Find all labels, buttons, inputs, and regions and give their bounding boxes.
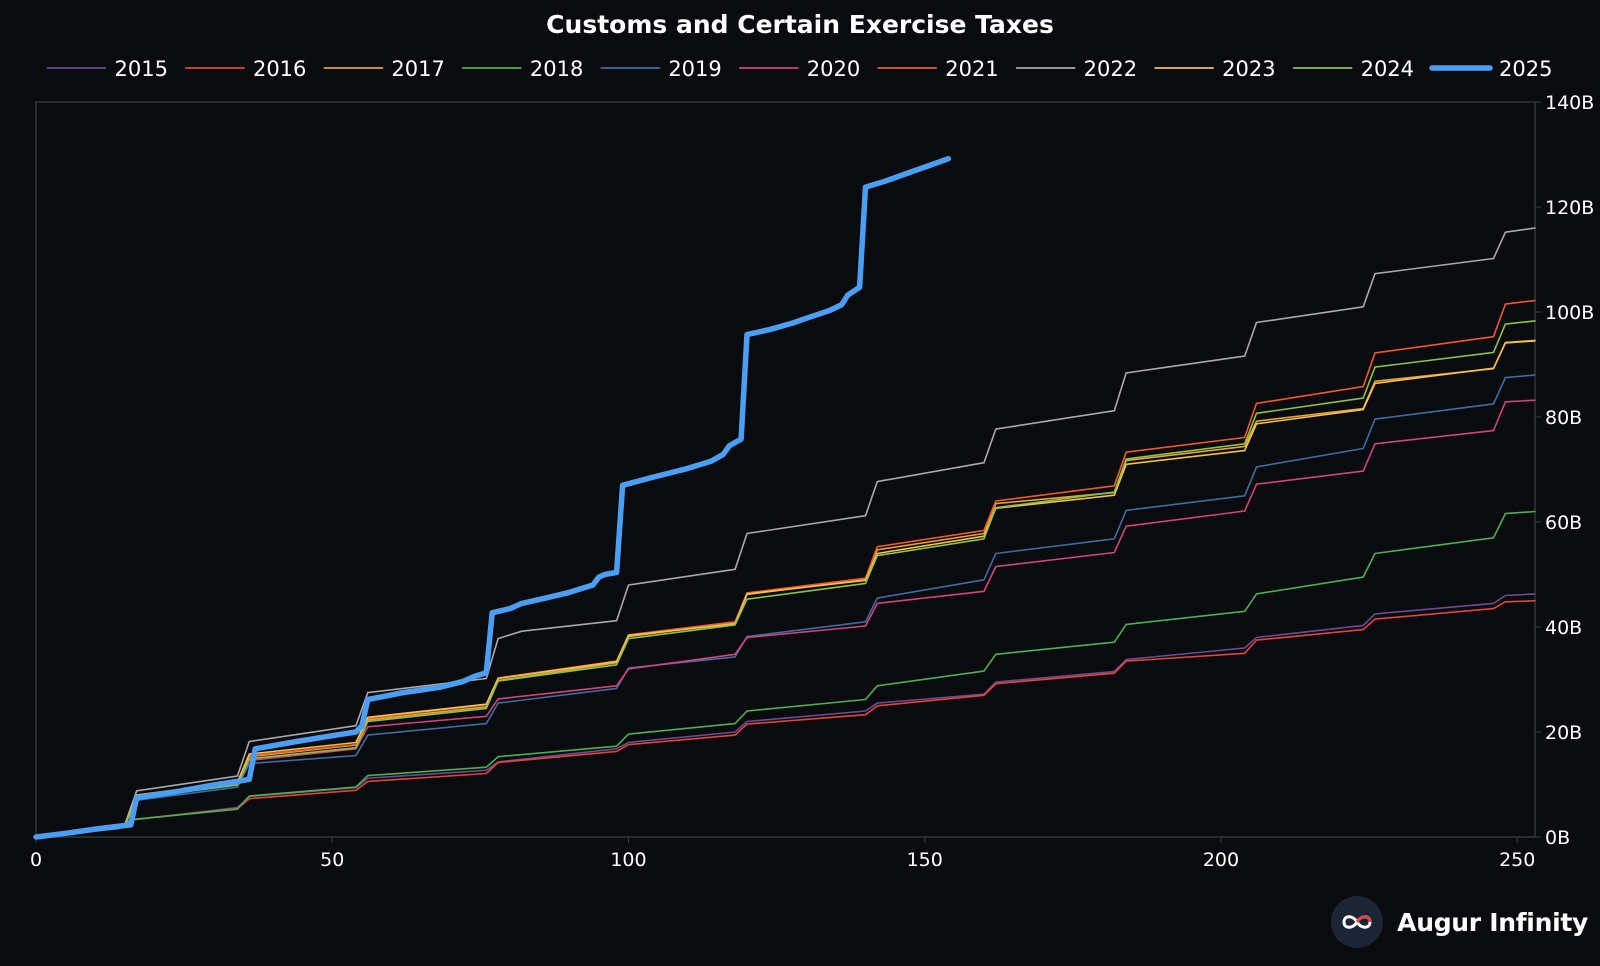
- series-line-2021: [35, 299, 1536, 838]
- series-line-2016: [35, 600, 1536, 838]
- series-line-2024: [35, 320, 1536, 838]
- series-line-2018: [35, 510, 1536, 838]
- series-line-2020: [35, 399, 1536, 838]
- y-tick-label: 60B: [1545, 512, 1582, 534]
- legend-item-2018[interactable]: 2018: [461, 57, 583, 81]
- legend-label: 2018: [530, 57, 583, 81]
- y-tick-label: 40B: [1545, 617, 1582, 639]
- legend-label: 2020: [807, 57, 860, 81]
- legend-item-2025[interactable]: 2025: [1429, 57, 1552, 81]
- x-tick-label: 250: [1499, 849, 1535, 871]
- y-tick-label: 100B: [1545, 302, 1594, 324]
- chart-legend: 2015 2016 2017 2018 2019 2020 2021 2022 2023 2024…: [46, 57, 1552, 81]
- legend-item-2016[interactable]: 2016: [185, 57, 306, 81]
- legend-item-2022[interactable]: 2022: [1015, 57, 1137, 81]
- legend-label: 2016: [253, 57, 306, 81]
- legend-label: 2021: [945, 57, 998, 81]
- legend-item-2017[interactable]: 2017: [323, 57, 445, 81]
- series-line-2015: [35, 593, 1536, 838]
- brand-name: Augur Infinity: [1397, 907, 1588, 937]
- legend-item-2023[interactable]: 2023: [1154, 57, 1276, 81]
- legend-item-2021[interactable]: 2021: [877, 57, 999, 81]
- legend-item-2015[interactable]: 2015: [46, 57, 168, 81]
- x-tick-label: 150: [907, 849, 943, 871]
- x-tick-label: 100: [610, 849, 646, 871]
- x-tick-label: 200: [1203, 849, 1239, 871]
- legend-item-2020[interactable]: 2020: [738, 57, 860, 81]
- plot-area-frame: [35, 101, 1536, 838]
- y-tick-label: 80B: [1545, 407, 1582, 429]
- y-tick-label: 140B: [1545, 92, 1594, 114]
- y-tick-label: 20B: [1545, 722, 1582, 744]
- legend-label: 2025: [1499, 57, 1552, 81]
- legend-item-2024[interactable]: 2024: [1292, 57, 1414, 81]
- x-tick-label: 0: [30, 849, 42, 871]
- legend-item-2019[interactable]: 2019: [600, 57, 722, 81]
- y-tick-label: 120B: [1545, 197, 1594, 219]
- x-axis: 0 50 100 150 200 250: [30, 837, 1535, 871]
- legend-label: 2015: [115, 57, 168, 81]
- infinity-logo-icon: [1331, 896, 1384, 948]
- series-line-2025: [33, 155, 952, 840]
- legend-label: 2024: [1361, 57, 1414, 81]
- legend-label: 2019: [668, 57, 721, 81]
- series-lines: [33, 155, 1536, 840]
- legend-label: 2017: [391, 57, 444, 81]
- series-line-2019: [35, 374, 1536, 838]
- legend-label: 2023: [1222, 57, 1275, 81]
- y-tick-label: 0B: [1545, 827, 1570, 849]
- series-line-2022: [35, 227, 1536, 838]
- brand-mark: Augur Infinity: [1331, 896, 1588, 948]
- series-line-2023: [35, 340, 1536, 838]
- x-tick-label: 50: [320, 849, 344, 871]
- chart-title: Customs and Certain Exercise Taxes: [546, 10, 1054, 39]
- legend-label: 2022: [1084, 57, 1137, 81]
- y-axis: 0B 20B 40B 60B 80B 100B 120B 140B: [1535, 92, 1594, 849]
